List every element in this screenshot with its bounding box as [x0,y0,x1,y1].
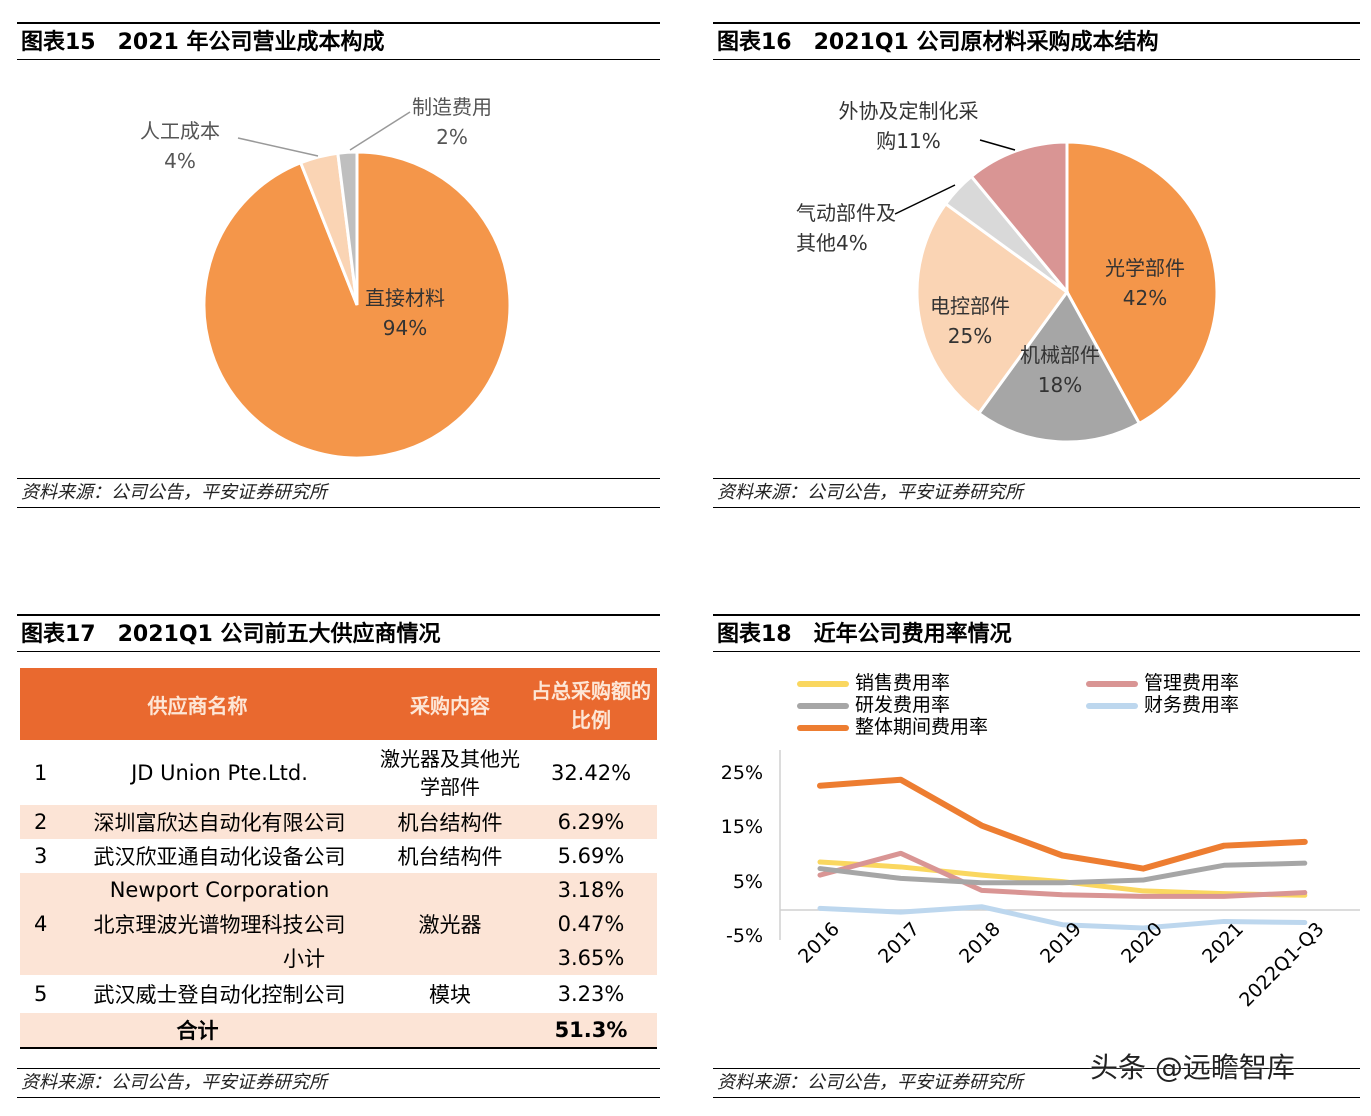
figure18-title: 图表18 近年公司费用率情况 [713,614,1360,652]
table-row: 北京理波光谱物理科技公司 0.47% [20,907,657,941]
pie-label: 机械部件 18% [1020,343,1100,397]
supplier-table: 供应商名称 采购内容 占总采购额的比例 1 JD Union Pte.Ltd. 激光器及… [20,668,657,1049]
series-line [817,860,1308,886]
pie-chart-cost [202,150,512,460]
legend-swatch [797,680,849,687]
leader-line [894,184,956,215]
pie-label: 直接材料 94% [365,286,445,340]
pie-slice [976,289,1142,444]
legend-item: 销售费用率 [797,672,950,694]
pie-slice [336,150,359,306]
figure17-source: 资料来源：公司公告，平安证券研究所 [17,1068,660,1098]
figure17-title: 图表17 2021Q1 公司前五大供应商情况 [17,614,660,652]
y-tick-label: -5% [726,925,763,948]
watermark: 头条 @远瞻智库 [1090,1051,1295,1084]
legend-item: 研发费用率 [797,694,950,716]
legend-item: 整体期间费用率 [797,716,988,738]
series-line [817,776,1308,872]
pie-chart-materials [915,140,1219,444]
legend-item: 财务费用率 [1086,694,1239,716]
table-row: 5 武汉威士登自动化控制公司 模块 3.23% [34,982,625,1007]
y-tick-label: 15% [720,816,763,839]
series-line [817,850,1308,899]
pie-label: 电控部件 25% [930,294,1010,348]
leader-line [979,139,1016,151]
table-row: 2 深圳富欣达自动化有限公司 机台结构件 6.29% [20,805,657,839]
table-header: 供应商名称 采购内容 占总采购额的比例 [20,668,657,740]
pie-slice [969,140,1069,297]
leader-line [349,111,411,151]
figure15-source: 资料来源：公司公告，平安证券研究所 [17,478,660,508]
figure15-title: 图表15 2021 年公司营业成本构成 [17,22,660,60]
legend-item: 管理费用率 [1086,672,1239,694]
table-total-row: 合计 51.3% [20,1013,657,1049]
pie-slice [915,201,1070,416]
leader-line [237,137,319,157]
pie-label: 光学部件 42% [1105,256,1185,310]
y-tick-label: 5% [732,870,763,893]
pie-label: 人工成本 4% [140,119,220,173]
table-row: 小计 3.65% [20,941,657,975]
line-chart-expense [779,750,1360,940]
figure16-title: 图表16 2021Q1 公司原材料采购成本结构 [713,22,1360,60]
pie-label: 制造费用 2% [412,95,492,149]
pie-slice [1065,140,1219,426]
table-row: 4 Newport Corporation 激光器 3.18% [20,873,657,975]
legend-swatch [1086,680,1138,687]
series-line [817,904,1308,931]
y-tick-label: 25% [720,761,763,784]
pie-label: 气动部件及其他4% [796,201,896,255]
figure16-source: 资料来源：公司公告，平安证券研究所 [713,478,1360,508]
pie-label: 外协及定制化采购11% [838,99,979,153]
legend-swatch [797,724,849,731]
legend-swatch [797,702,849,709]
figure18-source: 资料来源：公司公告，平安证券研究所 [713,1068,1360,1098]
table-row: 3 武汉欣亚通自动化设备公司 机台结构件 5.69% [34,844,625,869]
table-row: 1 JD Union Pte.Ltd. 激光器及其他光学部件 32.42% [34,746,632,799]
legend-swatch [1086,702,1138,709]
